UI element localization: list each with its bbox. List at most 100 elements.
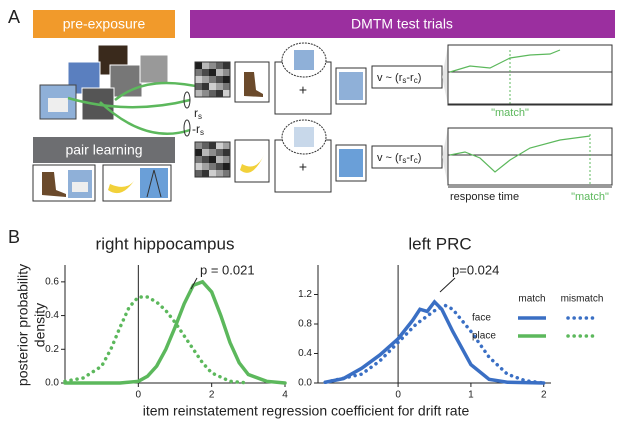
checker-cell — [223, 62, 230, 69]
checker-cell — [202, 62, 209, 69]
checker-cell — [195, 76, 202, 83]
formula-part: -r — [406, 152, 414, 164]
y-tick-label: 0.4 — [298, 348, 312, 359]
symbol: r — [194, 106, 198, 120]
header: pre-exposure — [63, 16, 146, 32]
y-tick-label: 0.0 — [45, 378, 59, 389]
link-node — [183, 91, 191, 109]
checker-cell — [209, 170, 216, 177]
checker-cell — [195, 62, 202, 69]
formula-part: v ~ (r — [377, 72, 403, 84]
checker-cell — [216, 62, 223, 69]
legend-header: mismatch — [561, 294, 604, 305]
match-label: "match" — [491, 107, 529, 119]
header-box — [190, 10, 615, 38]
checker-cell — [216, 69, 223, 76]
checker-cell — [223, 142, 230, 149]
formula-part: ) — [418, 72, 422, 84]
checker-cell — [216, 163, 223, 170]
checker-cell — [195, 149, 202, 156]
y-tick-label: 0.2 — [45, 344, 59, 355]
chart-title: right hippocampus — [96, 234, 235, 253]
formula: v ~ (rs-rc) — [377, 72, 421, 85]
legend-label: place — [472, 331, 496, 342]
checker-cell — [223, 83, 230, 90]
checker-cell — [209, 156, 216, 163]
checker-cell — [202, 142, 209, 149]
checker-cell — [195, 142, 202, 149]
annotation: p = 0.021 — [200, 262, 255, 277]
checker-cell — [209, 163, 216, 170]
density-curve — [63, 295, 251, 385]
y-tick-label: 0.0 — [298, 378, 312, 389]
fixation: + — [299, 82, 307, 98]
checker-cell — [209, 142, 216, 149]
checker-cell — [209, 69, 216, 76]
chart-title: left PRC — [408, 234, 471, 253]
legend-label: face — [472, 313, 491, 324]
checker-cell — [209, 83, 216, 90]
checker-cell — [223, 170, 230, 177]
panel-letter: A — [8, 7, 20, 27]
x-tick-label: 0 — [136, 390, 142, 401]
checker-cell — [216, 156, 223, 163]
header-box — [33, 10, 175, 38]
checker-cell — [216, 76, 223, 83]
y-tick-label: 1.2 — [298, 289, 312, 300]
checker-cell — [202, 163, 209, 170]
checker-cell — [209, 62, 216, 69]
legend-header: match — [518, 294, 545, 305]
checker-cell — [195, 69, 202, 76]
checker-cell — [195, 90, 202, 97]
checker-cell — [195, 83, 202, 90]
formula-part: v ~ (r — [377, 152, 403, 164]
link-node — [183, 119, 191, 137]
trial-row — [194, 119, 613, 193]
y-axis-label: density — [32, 303, 48, 347]
checker-cell — [202, 83, 209, 90]
subscript: s — [200, 128, 204, 137]
subscript: s — [198, 112, 202, 121]
checker-cell — [209, 149, 216, 156]
checker-cell — [202, 69, 209, 76]
checker-cell — [202, 170, 209, 177]
checker-cell — [195, 156, 202, 163]
checker-cell — [223, 90, 230, 97]
symbol: -r — [192, 122, 200, 136]
header-box — [33, 137, 175, 163]
checker-cell — [195, 163, 202, 170]
checker-cell — [223, 69, 230, 76]
pairs — [32, 164, 172, 202]
density-curve — [323, 303, 546, 385]
formula: v ~ (rs-rc) — [377, 152, 421, 165]
match-label: "match" — [571, 191, 609, 203]
checker-cell — [223, 149, 230, 156]
y-axis-label: posterior probability — [15, 264, 31, 386]
checker-cell — [202, 90, 209, 97]
y-tick-label: 0.4 — [45, 310, 59, 321]
annotation-pointer — [190, 277, 198, 290]
y-tick-label: 0.6 — [45, 276, 59, 287]
checker-cell — [202, 76, 209, 83]
formula-part: ) — [418, 152, 422, 164]
checker-frame — [194, 141, 231, 178]
header: pair learning — [65, 142, 142, 158]
y-tick-label: 0.8 — [298, 319, 312, 330]
similarity: -rs — [192, 122, 204, 137]
x-tick-label: 2 — [209, 390, 215, 401]
formula-part: s — [402, 76, 406, 85]
checker-cell — [209, 76, 216, 83]
formula-part: -r — [406, 72, 414, 84]
checker-cell — [202, 156, 209, 163]
x-tick-label: 0 — [395, 390, 401, 401]
checker-cell — [195, 170, 202, 177]
checker-cell — [216, 142, 223, 149]
panel-letter: B — [8, 227, 20, 247]
fixation: + — [299, 159, 307, 175]
checker-cell — [216, 83, 223, 90]
density-curve — [63, 279, 287, 385]
checker-cell — [216, 170, 223, 177]
checker-cell — [209, 90, 216, 97]
formula-part: c — [414, 156, 418, 165]
